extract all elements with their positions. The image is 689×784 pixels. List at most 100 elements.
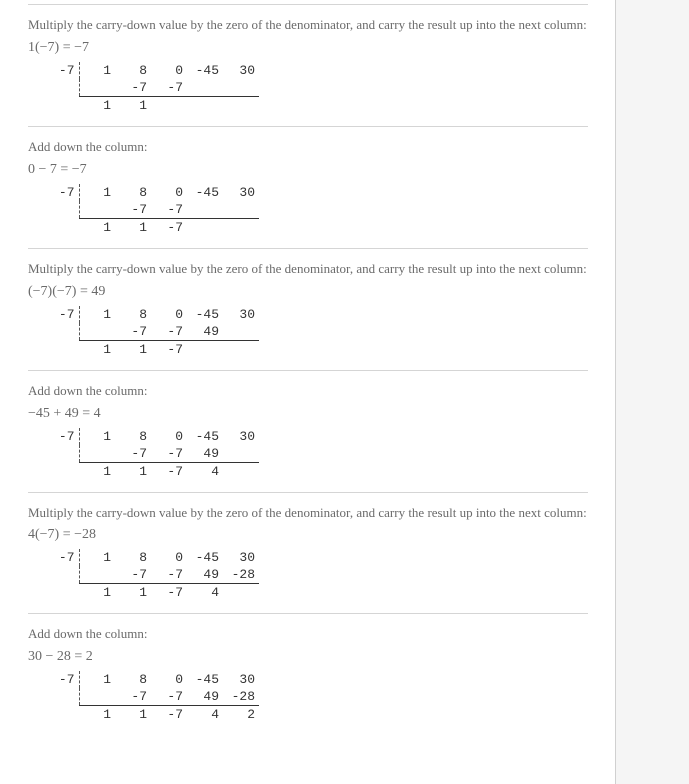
coef: -45 [187, 184, 223, 201]
synthetic-division-table: -7 1 8 0 -45 30 -7 -7 1 [43, 62, 259, 114]
equation: (−7)(−7) = 49 [28, 284, 595, 300]
carry: -7 [151, 201, 187, 219]
step-4: Add down the column: −45 + 49 = 4 -7 1 8… [28, 375, 595, 488]
carry: -7 [115, 445, 151, 463]
result: 2 [223, 706, 259, 724]
equation: 1(−7) = −7 [28, 40, 595, 56]
coef: 1 [79, 306, 115, 323]
result: -7 [151, 218, 187, 236]
divisor-cell: -7 [43, 671, 79, 688]
coef: 0 [151, 62, 187, 79]
equation: 0 − 7 = −7 [28, 162, 595, 178]
carry [223, 79, 259, 97]
step-2: Add down the column: 0 − 7 = −7 -7 1 8 0… [28, 131, 595, 244]
coef: 8 [115, 428, 151, 445]
empty-cell [43, 706, 79, 724]
result: 1 [79, 96, 115, 114]
coef: 8 [115, 62, 151, 79]
instruction: Multiply the carry-down value by the zer… [28, 17, 588, 34]
carry: 49 [187, 323, 223, 341]
result [187, 96, 223, 114]
carry: -7 [115, 323, 151, 341]
result [223, 462, 259, 480]
instruction: Add down the column: [28, 626, 588, 643]
divisor-cell: -7 [43, 62, 79, 79]
carry: 49 [187, 688, 223, 706]
carry [187, 201, 223, 219]
equation: 4(−7) = −28 [28, 527, 595, 543]
synthetic-division-table: -7 1 8 0 -45 30 -7 -7 1 [43, 184, 259, 236]
carry: 49 [187, 566, 223, 584]
carry [79, 79, 115, 97]
empty-cell [43, 566, 79, 584]
coef: 1 [79, 62, 115, 79]
result: 1 [79, 340, 115, 358]
coef: 0 [151, 184, 187, 201]
carry: -7 [151, 445, 187, 463]
empty-cell [43, 462, 79, 480]
separator [28, 4, 588, 5]
instruction: Multiply the carry-down value by the zer… [28, 505, 588, 522]
carry: -7 [115, 79, 151, 97]
result: 1 [115, 462, 151, 480]
carry [79, 688, 115, 706]
empty-cell [43, 79, 79, 97]
result: -7 [151, 584, 187, 602]
carry: -28 [223, 688, 259, 706]
equation: 30 − 28 = 2 [28, 649, 595, 665]
coef: 30 [223, 428, 259, 445]
carry: 49 [187, 445, 223, 463]
empty-cell [43, 323, 79, 341]
empty-cell [43, 445, 79, 463]
carry [79, 566, 115, 584]
carry: -7 [151, 566, 187, 584]
carry [187, 79, 223, 97]
result: 4 [187, 584, 223, 602]
empty-cell [43, 201, 79, 219]
coef: 1 [79, 428, 115, 445]
empty-cell [43, 218, 79, 236]
coef: 30 [223, 549, 259, 566]
result [223, 584, 259, 602]
coef: -45 [187, 671, 223, 688]
separator [28, 613, 588, 614]
coef: 0 [151, 671, 187, 688]
result: 1 [115, 96, 151, 114]
result: 4 [187, 462, 223, 480]
instruction: Multiply the carry-down value by the zer… [28, 261, 588, 278]
equation: −45 + 49 = 4 [28, 406, 595, 422]
result: 1 [79, 462, 115, 480]
empty-cell [43, 688, 79, 706]
separator [28, 248, 588, 249]
carry [223, 323, 259, 341]
coef: -45 [187, 62, 223, 79]
coef: 8 [115, 184, 151, 201]
result: 4 [187, 706, 223, 724]
carry [223, 445, 259, 463]
empty-cell [43, 96, 79, 114]
coef: 0 [151, 428, 187, 445]
divisor-cell: -7 [43, 306, 79, 323]
coef: 30 [223, 184, 259, 201]
coef: 30 [223, 306, 259, 323]
result: 1 [115, 340, 151, 358]
separator [28, 126, 588, 127]
result: 1 [115, 218, 151, 236]
result [187, 218, 223, 236]
result [187, 340, 223, 358]
divisor-cell: -7 [43, 184, 79, 201]
carry: -7 [151, 323, 187, 341]
carry [223, 201, 259, 219]
coef: 8 [115, 671, 151, 688]
synthetic-division-table: -7 1 8 0 -45 30 -7 -7 49 -28 1 [43, 549, 259, 601]
page: Multiply the carry-down value by the zer… [0, 0, 689, 784]
separator [28, 492, 588, 493]
empty-cell [43, 584, 79, 602]
instruction: Add down the column: [28, 139, 588, 156]
step-1: Multiply the carry-down value by the zer… [28, 9, 595, 122]
result: -7 [151, 340, 187, 358]
result: 1 [115, 706, 151, 724]
result: 1 [79, 218, 115, 236]
carry [79, 201, 115, 219]
coef: -45 [187, 428, 223, 445]
